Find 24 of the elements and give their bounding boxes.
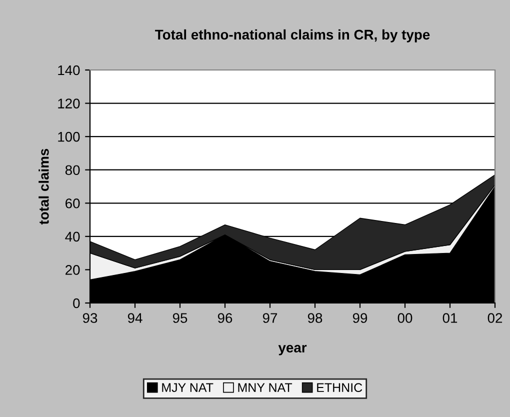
y-tick-label: 140 [58,65,80,76]
x-axis-title: year [278,344,307,356]
y-tick-label: 0 [73,298,80,308]
x-tick-label: 00 [398,313,412,323]
x-tick-label: 95 [172,313,188,323]
x-tick-label: 98 [308,313,322,323]
legend-label: ETHNIC [317,383,362,392]
x-tick-label: 02 [488,313,502,323]
legend-label: MJY NAT [162,383,214,392]
legend-label: MNY NAT [238,383,292,392]
y-tick-label: 80 [65,165,80,176]
y-tick-label: 120 [58,98,80,108]
x-tick-label: 99 [352,313,368,323]
y-tick-label: 100 [58,132,80,142]
x-tick-label: 01 [442,313,458,323]
y-axis-title: total claims [38,148,49,225]
x-tick-label: 96 [218,313,232,323]
y-tick-label: 60 [66,198,80,208]
y-tick-label: 20 [66,265,80,275]
y-tick-label: 40 [65,232,80,242]
x-tick-label: 97 [262,313,278,323]
chart-title: Total ethno-national claims in CR, by type [155,29,430,42]
x-tick-label: 93 [82,313,98,323]
x-tick-label: 94 [128,313,142,323]
